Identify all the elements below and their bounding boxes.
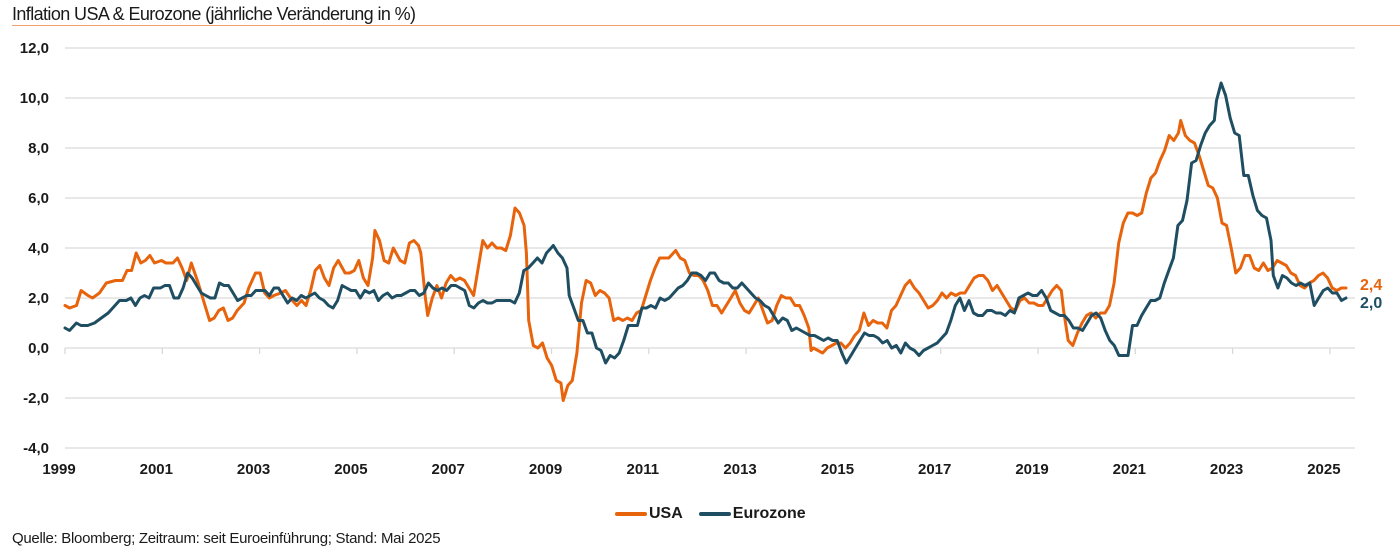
y-tick-label: 12,0 [20,40,49,57]
legend-label-eurozone: Eurozone [732,505,806,522]
end-labels: 2,42,0 [1360,277,1382,312]
legend-item-usa[interactable]: USA [615,505,683,523]
x-tick-label: 2003 [237,461,270,478]
x-tick-label: 2013 [723,461,756,478]
x-tick-label: 2001 [140,461,173,478]
line-chart: 12,0 10,0 8,0 6,0 4,0 2,0 0,0 -2,0 -4,0 1999 2001… [20,40,1383,478]
y-tick-label: 0,0 [28,340,49,357]
x-tick-label: 2005 [334,461,367,478]
chart-title: Inflation USA & Eurozone (jährliche Verä… [12,4,416,24]
y-tick-label: 6,0 [28,190,49,207]
x-tick-label: 2009 [529,461,562,478]
x-tick-label: 2015 [821,461,854,478]
y-tick-label: -2,0 [23,390,49,407]
series-line-eurozone [63,81,1348,365]
legend: USA Eurozone [615,505,814,523]
legend-label-usa: USA [649,505,683,522]
x-tick-label: 1999 [42,461,75,478]
x-tick-label: 2017 [918,461,951,478]
x-tick-label: 2019 [1015,461,1048,478]
y-tick-label: 4,0 [28,240,49,257]
series-line-usa [63,119,1348,402]
source-note: Quelle: Bloomberg; Zeitraum: seit Euroei… [12,530,441,547]
x-tick-label: 2007 [432,461,465,478]
x-tick-label: 2025 [1307,461,1340,478]
y-tick-label: -4,0 [23,440,49,457]
x-axis-ticks: 1999 2001 2003 2005 2007 2009 2011 2013 2015 2017… [42,348,1341,478]
y-tick-label: 10,0 [20,90,49,107]
gridlines [65,47,1355,449]
series-lines [63,81,1348,402]
end-label-eurozone: 2,0 [1360,295,1382,312]
y-tick-label: 2,0 [28,290,49,307]
legend-swatch-eurozone [698,512,731,516]
title-underline [12,25,1400,26]
x-tick-label: 2021 [1113,461,1146,478]
x-tick-label: 2023 [1210,461,1243,478]
x-tick-label: 2011 [627,461,660,478]
end-label-usa: 2,4 [1360,277,1382,294]
legend-swatch-usa [615,512,647,516]
legend-item-eurozone[interactable]: Eurozone [698,505,806,523]
y-tick-label: 8,0 [28,140,49,157]
y-axis-ticks: 12,0 10,0 8,0 6,0 4,0 2,0 0,0 -2,0 -4,0 [20,40,49,457]
